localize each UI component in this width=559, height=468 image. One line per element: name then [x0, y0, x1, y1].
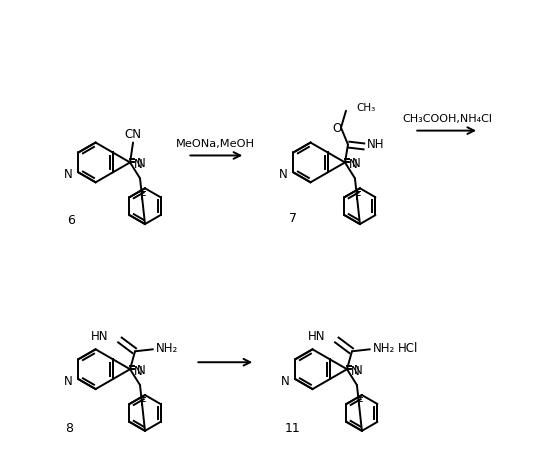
Text: O: O [333, 122, 342, 135]
Text: N: N [64, 374, 73, 388]
Text: NH: NH [367, 138, 385, 151]
Text: N: N [64, 168, 73, 181]
Text: N: N [349, 158, 357, 171]
Text: CH₃: CH₃ [356, 103, 375, 113]
Text: CN: CN [125, 128, 141, 141]
Text: 11: 11 [285, 422, 301, 435]
Text: F: F [354, 190, 361, 203]
Text: N: N [352, 157, 361, 170]
Text: NH₂: NH₂ [156, 342, 178, 355]
Text: HCl: HCl [397, 342, 418, 355]
Text: 7: 7 [289, 212, 297, 225]
Text: N: N [353, 364, 362, 377]
Text: F: F [357, 396, 363, 410]
Text: HN: HN [91, 330, 108, 343]
Text: MeONa,MeOH: MeONa,MeOH [176, 139, 255, 148]
Text: F: F [140, 190, 146, 203]
Text: 8: 8 [65, 422, 73, 435]
Text: N: N [134, 158, 143, 171]
Text: N: N [281, 374, 290, 388]
Text: NH₂: NH₂ [373, 342, 395, 355]
Text: N: N [279, 168, 288, 181]
Text: HN: HN [307, 330, 325, 343]
Text: N: N [136, 364, 145, 377]
Text: F: F [140, 396, 146, 410]
Text: N: N [134, 365, 143, 378]
Text: N: N [136, 157, 145, 170]
Text: CH₃COOH,NH₄Cl: CH₃COOH,NH₄Cl [402, 114, 492, 124]
Text: 6: 6 [67, 213, 75, 227]
Text: N: N [350, 365, 359, 378]
